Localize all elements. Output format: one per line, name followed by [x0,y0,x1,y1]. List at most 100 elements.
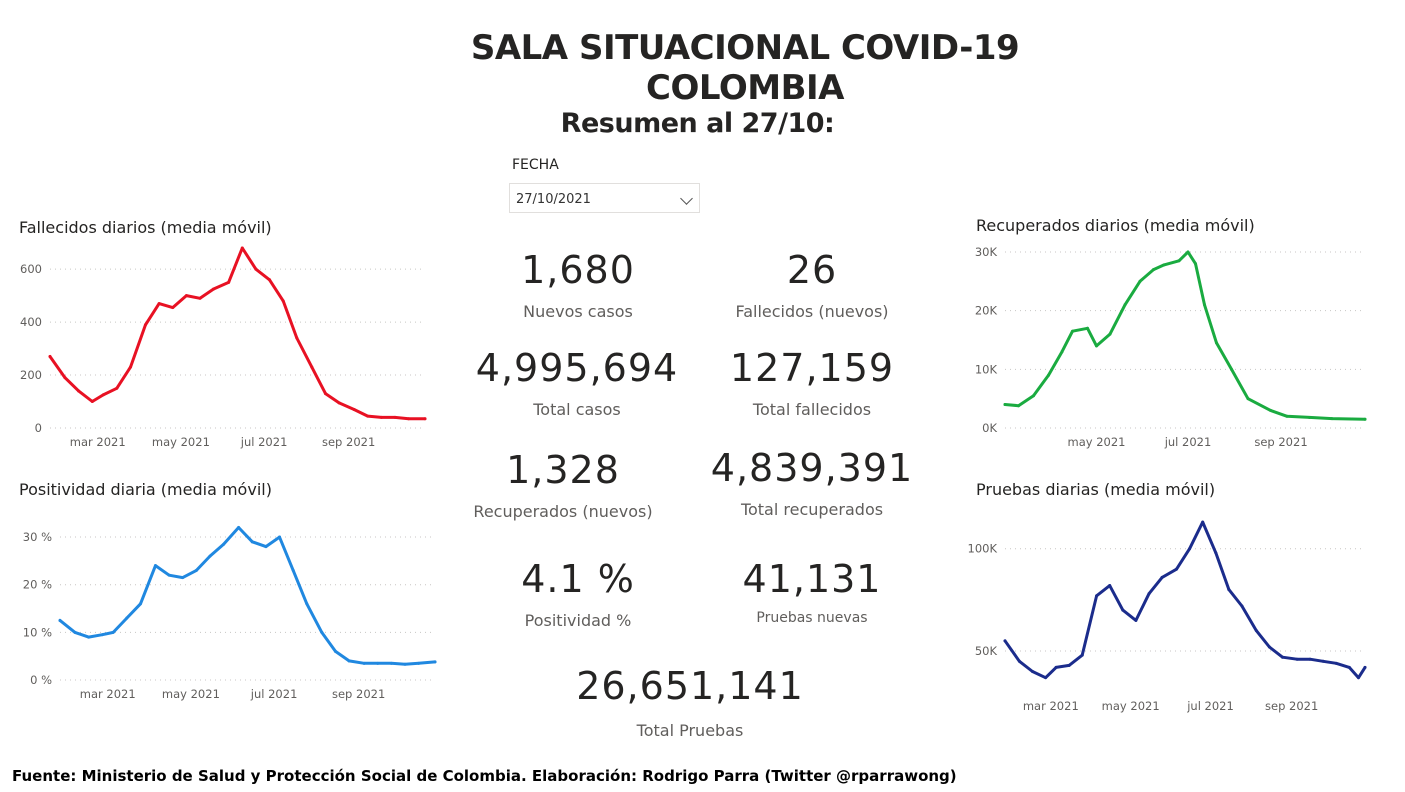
data-point[interactable] [323,392,327,396]
data-point[interactable] [237,526,241,530]
data-point[interactable] [1356,676,1360,680]
data-point[interactable] [1295,657,1299,661]
data-point[interactable] [1017,659,1021,663]
data-point[interactable] [1186,250,1190,254]
data-point[interactable] [1363,665,1367,669]
data-point[interactable] [1363,417,1367,421]
data-point[interactable] [376,661,380,665]
data-point[interactable] [1177,259,1181,263]
data-point[interactable] [337,401,341,405]
data-point[interactable] [423,417,427,421]
series-line[interactable] [58,526,437,666]
data-point[interactable] [101,393,105,397]
data-point[interactable] [111,630,115,634]
data-point[interactable] [1121,608,1125,612]
data-point[interactable] [138,602,142,606]
data-point[interactable] [1230,367,1233,371]
data-point[interactable] [389,661,393,665]
tests-chart[interactable]: 50K 100K mar 2021 may 2021 jul 2021 sep 2021 [960,510,1400,720]
data-point[interactable] [1044,676,1048,680]
data-point[interactable] [1321,659,1325,663]
data-point[interactable] [1032,394,1035,398]
series-line[interactable] [1003,250,1367,421]
data-point[interactable] [1215,341,1218,345]
data-point[interactable] [407,417,411,421]
data-point[interactable] [1281,655,1285,659]
data-point[interactable] [366,414,370,418]
data-point[interactable] [1308,415,1311,419]
data-point[interactable] [1254,629,1258,633]
data-point[interactable] [352,407,356,411]
data-point[interactable] [153,564,157,568]
data-point[interactable] [1240,604,1244,608]
data-point[interactable] [291,568,295,572]
data-point[interactable] [227,280,231,284]
data-point[interactable] [1138,279,1142,283]
data-point[interactable] [1160,575,1164,579]
data-point[interactable] [403,662,407,666]
data-point[interactable] [333,649,337,653]
data-point[interactable] [310,365,314,369]
deaths-chart[interactable]: 0 200 400 600 mar 2021 may 2021 jul 2021 sep 20… [0,240,450,460]
data-point[interactable] [1108,584,1112,588]
data-point[interactable] [1147,592,1151,596]
recovered-chart[interactable]: 0K 10K 20K 30K may 2021 jul 2021 sep 2021 [960,240,1400,460]
data-point[interactable] [198,296,202,300]
data-point[interactable] [208,554,212,558]
data-point[interactable] [1194,262,1197,266]
data-point[interactable] [1003,403,1007,407]
data-point[interactable] [1060,350,1064,354]
data-point[interactable] [1017,404,1020,408]
data-point[interactable] [1285,414,1289,418]
data-point[interactable] [194,568,198,572]
data-point[interactable] [77,389,81,393]
data-point[interactable] [1080,653,1084,657]
data-point[interactable] [184,294,188,298]
data-point[interactable] [1201,520,1205,524]
data-point[interactable] [1347,665,1351,669]
data-point[interactable] [305,602,309,606]
data-point[interactable] [254,267,258,271]
data-point[interactable] [417,661,421,665]
data-point[interactable] [181,576,185,580]
positivity-chart[interactable]: 0 % 10 % 20 % 30 % mar 2021 may 2021 jul 2021 s… [0,510,450,710]
data-point[interactable] [1334,661,1338,665]
data-point[interactable] [1134,618,1138,622]
data-point[interactable] [1108,332,1112,336]
series-line[interactable] [1003,520,1367,680]
data-point[interactable] [1095,344,1098,348]
data-point[interactable] [1152,268,1155,272]
date-slicer-dropdown[interactable]: 27/10/2021 [509,183,700,213]
data-point[interactable] [1030,670,1034,674]
data-point[interactable] [100,633,104,637]
data-point[interactable] [1123,303,1127,307]
data-point[interactable] [1330,417,1334,421]
data-point[interactable] [1054,665,1058,669]
data-point[interactable] [320,630,324,634]
data-point[interactable] [1174,567,1178,571]
data-point[interactable] [73,630,77,634]
data-point[interactable] [240,246,244,250]
data-point[interactable] [278,535,282,539]
data-point[interactable] [90,400,94,404]
data-point[interactable] [1003,639,1007,643]
data-point[interactable] [1067,663,1071,667]
data-point[interactable] [264,545,268,549]
data-point[interactable] [222,542,226,546]
data-point[interactable] [362,661,366,665]
data-point[interactable] [157,302,161,306]
series-line[interactable] [48,246,427,421]
data-point[interactable] [143,323,147,327]
data-point[interactable] [1095,594,1099,598]
data-point[interactable] [128,365,132,369]
chevron-down-icon[interactable] [680,192,693,205]
data-point[interactable] [63,376,67,380]
data-point[interactable] [1203,303,1206,307]
data-point[interactable] [212,287,216,291]
data-point[interactable] [1214,551,1218,555]
data-point[interactable] [87,635,91,639]
data-point[interactable] [393,415,397,419]
data-point[interactable] [433,660,437,664]
data-point[interactable] [1071,329,1074,333]
data-point[interactable] [1269,408,1272,412]
